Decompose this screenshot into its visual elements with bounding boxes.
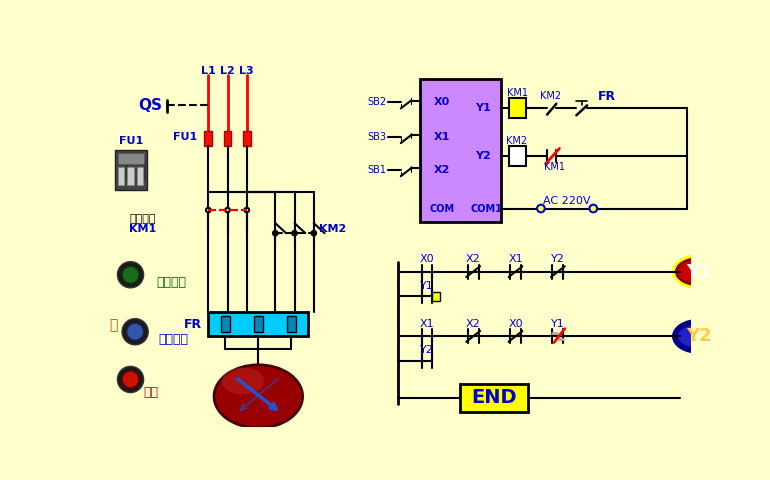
Bar bbox=[509, 146, 527, 166]
Text: L2: L2 bbox=[220, 66, 235, 76]
Circle shape bbox=[126, 323, 143, 340]
Text: X2: X2 bbox=[466, 319, 480, 329]
Text: KM2: KM2 bbox=[507, 136, 527, 146]
Circle shape bbox=[590, 204, 598, 212]
Text: 停止: 停止 bbox=[143, 386, 158, 399]
Bar bbox=[221, 315, 230, 333]
Circle shape bbox=[122, 371, 139, 388]
Text: KM2: KM2 bbox=[320, 224, 347, 234]
Text: X1: X1 bbox=[434, 132, 450, 142]
Text: X2: X2 bbox=[466, 254, 480, 264]
Text: 正向启动: 正向启动 bbox=[156, 276, 186, 289]
Text: QS: QS bbox=[139, 98, 162, 113]
Text: X1: X1 bbox=[420, 319, 434, 329]
Circle shape bbox=[117, 366, 143, 393]
Text: ⊟: ⊟ bbox=[122, 157, 148, 186]
Text: KM1: KM1 bbox=[507, 88, 527, 98]
Ellipse shape bbox=[222, 368, 264, 395]
Bar bbox=[205, 131, 212, 146]
Bar bbox=[223, 131, 231, 146]
Text: Y1: Y1 bbox=[420, 280, 434, 290]
Bar bbox=[137, 167, 143, 185]
Text: FR: FR bbox=[184, 318, 202, 331]
Text: SB1: SB1 bbox=[367, 165, 387, 175]
Text: Y1: Y1 bbox=[551, 319, 564, 329]
Text: KM1: KM1 bbox=[544, 162, 565, 172]
Bar bbox=[243, 131, 251, 146]
Bar bbox=[420, 79, 501, 222]
Text: 电源开关: 电源开关 bbox=[129, 214, 156, 224]
Circle shape bbox=[537, 204, 545, 212]
Text: END: END bbox=[471, 388, 517, 408]
Text: KM2: KM2 bbox=[540, 91, 561, 101]
Ellipse shape bbox=[676, 323, 721, 349]
Text: KM1: KM1 bbox=[129, 224, 156, 234]
Text: Y2: Y2 bbox=[686, 327, 711, 345]
Bar bbox=[119, 167, 124, 185]
Text: L3: L3 bbox=[239, 66, 254, 76]
Text: ✊: ✊ bbox=[109, 319, 118, 333]
Text: COM1: COM1 bbox=[470, 204, 502, 214]
Text: Y2: Y2 bbox=[420, 345, 434, 355]
Text: AC 220V: AC 220V bbox=[544, 196, 591, 206]
Circle shape bbox=[122, 319, 148, 345]
Bar bbox=[128, 167, 134, 185]
Bar bbox=[286, 315, 296, 333]
Bar bbox=[208, 312, 308, 336]
Bar bbox=[253, 315, 263, 333]
Bar bbox=[460, 384, 528, 412]
Text: FU1: FU1 bbox=[119, 136, 143, 146]
Text: SB2: SB2 bbox=[367, 97, 387, 107]
Text: COM: COM bbox=[430, 204, 454, 214]
Text: FU1: FU1 bbox=[173, 132, 197, 142]
Text: SB3: SB3 bbox=[367, 132, 387, 142]
Ellipse shape bbox=[676, 259, 721, 285]
Text: X0: X0 bbox=[508, 319, 523, 329]
Circle shape bbox=[117, 262, 143, 288]
Text: L1: L1 bbox=[201, 66, 216, 76]
Ellipse shape bbox=[214, 365, 303, 428]
Text: 反向启动: 反向启动 bbox=[159, 333, 189, 346]
Bar bbox=[509, 98, 527, 119]
Text: X1: X1 bbox=[508, 254, 523, 264]
Bar bbox=[116, 150, 147, 190]
Text: X0: X0 bbox=[420, 254, 434, 264]
Bar bbox=[119, 153, 145, 164]
Circle shape bbox=[122, 266, 139, 283]
Text: Y1: Y1 bbox=[686, 263, 711, 281]
Text: X2: X2 bbox=[434, 165, 450, 175]
Text: FR: FR bbox=[598, 90, 616, 103]
Text: Y2: Y2 bbox=[476, 151, 491, 161]
Text: Y1: Y1 bbox=[476, 103, 491, 113]
Bar bbox=[433, 292, 440, 301]
Text: Y2: Y2 bbox=[551, 254, 565, 264]
Text: X0: X0 bbox=[434, 97, 450, 107]
